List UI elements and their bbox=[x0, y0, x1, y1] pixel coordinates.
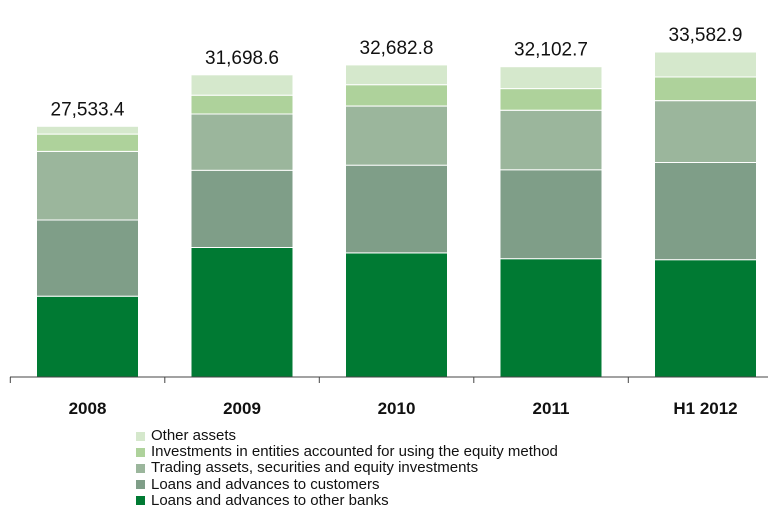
bar-segment-3-1 bbox=[190, 94, 294, 115]
bar-segment-2-0 bbox=[36, 150, 139, 221]
x-tick-label-4: H1 2012 bbox=[673, 399, 737, 418]
legend-label-2: Trading assets, securities and equity in… bbox=[151, 459, 479, 477]
bar-segment-0-4 bbox=[654, 259, 757, 378]
bar-segment-3-2 bbox=[345, 84, 448, 107]
x-tick-label-2: 2010 bbox=[378, 399, 416, 418]
bar-segment-2-4 bbox=[654, 100, 757, 163]
bar-segment-2-3 bbox=[499, 109, 603, 171]
bar-segment-4-0 bbox=[36, 125, 139, 135]
legend-item-2: Trading assets, securities and equity in… bbox=[136, 460, 558, 476]
total-label-1: 31,698.6 bbox=[205, 48, 279, 69]
bar-segment-4-4 bbox=[654, 51, 757, 78]
bar-segment-4-2 bbox=[345, 64, 448, 86]
total-label-0: 27,533.4 bbox=[51, 99, 125, 120]
legend-swatch-3 bbox=[136, 447, 145, 457]
legend: Other assets Investments in entities acco… bbox=[136, 427, 558, 509]
legend-item-1: Loans and advances to customers bbox=[136, 475, 558, 493]
bar-segment-2-1 bbox=[190, 113, 294, 171]
bars-group bbox=[36, 51, 757, 378]
legend-swatch-1 bbox=[136, 480, 145, 490]
x-tick-label-1: 2009 bbox=[223, 399, 261, 418]
legend-swatch-0 bbox=[136, 496, 145, 506]
total-label-2: 32,682.8 bbox=[360, 38, 434, 59]
bar-segment-4-1 bbox=[190, 74, 294, 96]
bar-segment-1-0 bbox=[36, 219, 139, 297]
bar-segment-0-2 bbox=[345, 252, 448, 378]
bar-segment-1-1 bbox=[190, 169, 294, 248]
legend-item-4: Other assets bbox=[136, 427, 558, 444]
x-tick-label-0: 2008 bbox=[69, 399, 107, 418]
bar-segment-2-2 bbox=[345, 105, 448, 166]
x-tick-labels-group: 2008 2009 2010 2011 H1 2012 bbox=[69, 399, 738, 418]
legend-item-0: Loans and advances to other banks bbox=[136, 491, 558, 509]
legend-label-4: Other assets bbox=[151, 427, 237, 444]
bar-segment-0-0 bbox=[36, 295, 139, 378]
bar-segment-1-3 bbox=[499, 169, 603, 260]
total-labels-group: 27,533.4 31,698.6 32,682.8 32,102.7 33,582.9 bbox=[51, 25, 743, 120]
legend-item-3: Investments in entities accounted for us… bbox=[136, 444, 558, 460]
bar-segment-1-4 bbox=[654, 162, 757, 261]
bar-segment-3-0 bbox=[36, 133, 139, 152]
bar-segment-1-2 bbox=[345, 164, 448, 254]
bar-segment-3-3 bbox=[499, 88, 603, 111]
legend-label-0: Loans and advances to other banks bbox=[151, 491, 389, 509]
bar-segment-4-3 bbox=[499, 66, 603, 90]
legend-label-1: Loans and advances to customers bbox=[151, 475, 380, 493]
x-ticks-group bbox=[9, 377, 629, 383]
bar-segment-3-4 bbox=[654, 76, 757, 102]
legend-swatch-4 bbox=[136, 431, 145, 441]
bar-segment-0-1 bbox=[190, 247, 294, 378]
bar-segment-0-3 bbox=[499, 258, 603, 378]
legend-label-3: Investments in entities accounted for us… bbox=[151, 443, 558, 461]
x-tick-label-3: 2011 bbox=[533, 399, 570, 418]
total-label-3: 32,102.7 bbox=[514, 40, 588, 61]
total-label-4: 33,582.9 bbox=[669, 25, 743, 46]
legend-swatch-2 bbox=[136, 464, 145, 473]
